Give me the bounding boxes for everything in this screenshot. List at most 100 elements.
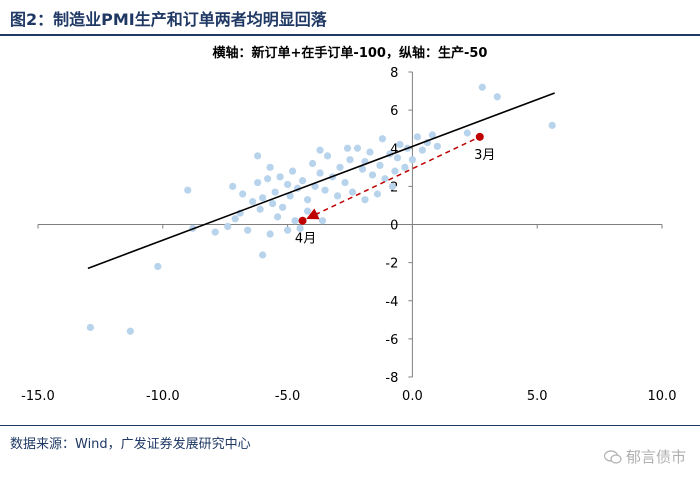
data-point [264,175,272,183]
data-point [259,194,267,202]
data-point [308,159,317,168]
data-point [279,203,287,211]
data-point [353,144,362,152]
scatter-points [86,83,556,335]
x-tick-label: -15.0 [21,389,55,404]
data-point [126,327,134,335]
y-tick-label: 6 [390,104,398,119]
data-point [391,167,399,175]
y-tick-label: -2 [385,257,398,272]
data-point [239,190,247,198]
data-point [413,133,421,141]
data-point [311,182,319,190]
data-point [269,199,277,208]
data-point [408,156,416,164]
data-point [86,323,95,332]
highlight-point [298,216,307,225]
x-tick-label: -10.0 [146,389,180,404]
data-point [548,121,556,129]
data-point [396,140,404,149]
data-point [368,171,377,179]
data-point [388,182,397,190]
data-point [244,226,252,234]
data-point [303,207,312,215]
data-point [298,177,307,185]
data-point [254,178,262,187]
data-point [296,224,304,232]
data-point [401,163,409,171]
x-axis: -15.0 -10.0 -5.0 0.0 5.0 10.0 [21,224,677,404]
data-point [284,180,292,189]
data-point [333,192,342,200]
header-rule [0,34,700,36]
data-point [376,161,384,170]
data-point [256,205,264,213]
change-arrow [306,138,475,220]
figure-title: 图2：制造业PMI生产和订单两者均明显回落 [10,10,327,29]
data-point [259,251,267,259]
data-point [348,188,357,196]
y-tick-label: -4 [385,295,398,310]
data-point [323,152,332,160]
data-point [284,226,292,234]
y-axis: -8-6-4-202468 [385,66,413,386]
data-point [343,144,352,152]
wechat-icon [603,449,622,464]
data-point [493,93,501,101]
highlight-point [475,132,484,141]
annotations: 3月 4月 [295,132,495,247]
data-point [361,196,369,204]
chart-subtitle: 横轴：新订单+在手订单-100，纵轴：生产-50 [212,46,488,61]
x-tick-label: 5.0 [527,389,548,404]
data-point [393,154,402,162]
data-point [276,173,284,181]
data-point [154,262,162,271]
data-point [381,175,389,183]
data-point [266,163,274,171]
y-tick-label: -8 [385,371,398,386]
data-point [316,169,324,177]
data-point [346,156,354,164]
y-tick-label: 8 [390,66,398,81]
scatter-chart: -15.0-10.0-5.00.05.010.0 -8-6-4-202468 3… [21,66,677,404]
x-tick-label: 0.0 [402,389,423,404]
data-point [336,163,344,171]
highlight-label: 3月 [474,148,495,163]
data-point [254,152,262,160]
watermark: 郁言债市 [603,446,686,467]
data-point [358,165,367,173]
data-point [478,83,486,91]
footer-rule [0,425,700,426]
source-note: 数据来源：Wind，广发证券发展研究中心 [10,437,251,452]
data-point [184,186,192,194]
data-point [291,217,299,225]
data-point [321,186,329,194]
data-point [211,228,219,236]
data-point [318,217,327,225]
data-point [271,188,279,196]
data-point [341,178,349,187]
data-point [303,196,312,204]
highlight-label: 4月 [295,232,316,247]
x-tick-label: 10.0 [648,389,677,404]
x-tick-label: -5.0 [275,389,300,404]
data-point [286,192,294,200]
data-point [249,198,257,206]
data-point [418,146,426,154]
data-point [428,131,436,139]
y-tick-label: -6 [385,333,398,348]
data-point [288,167,297,175]
data-point [316,146,324,154]
data-point [463,129,471,137]
data-point [378,135,387,143]
data-point [266,230,274,238]
data-point [231,215,239,223]
regression-line [87,92,555,270]
y-tick-label: 0 [390,219,398,234]
data-point [229,182,237,190]
y-tick-label: 4 [390,142,398,157]
data-point [433,142,441,150]
data-point [373,190,382,198]
trend-line [87,92,555,270]
data-point [224,222,232,231]
